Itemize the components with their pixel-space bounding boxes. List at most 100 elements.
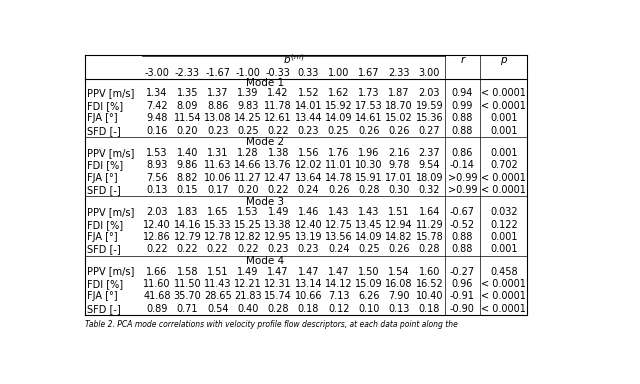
Text: 1.76: 1.76 <box>328 148 349 158</box>
Text: 11.43: 11.43 <box>204 279 232 289</box>
Text: 14.78: 14.78 <box>325 173 353 183</box>
Text: 12.82: 12.82 <box>234 232 262 242</box>
Text: 0.22: 0.22 <box>237 245 259 255</box>
Text: 0.001: 0.001 <box>490 113 518 123</box>
Text: < 0.0001: < 0.0001 <box>481 185 526 195</box>
Text: 2.37: 2.37 <box>419 148 440 158</box>
Text: 14.66: 14.66 <box>234 160 262 170</box>
Text: -0.33: -0.33 <box>266 68 291 78</box>
Text: 2.03: 2.03 <box>419 88 440 98</box>
Text: r: r <box>460 55 465 65</box>
Text: 12.94: 12.94 <box>385 220 413 230</box>
Text: 12.79: 12.79 <box>173 232 201 242</box>
Text: 0.24: 0.24 <box>298 185 319 195</box>
Text: 9.54: 9.54 <box>419 160 440 170</box>
Text: 0.88: 0.88 <box>452 113 473 123</box>
Text: -3.00: -3.00 <box>145 68 170 78</box>
Text: 10.40: 10.40 <box>416 291 443 301</box>
Text: 0.25: 0.25 <box>328 126 349 136</box>
Text: 8.93: 8.93 <box>147 160 168 170</box>
Text: 11.50: 11.50 <box>173 279 201 289</box>
Text: 7.56: 7.56 <box>147 173 168 183</box>
Text: 14.16: 14.16 <box>173 220 201 230</box>
Text: 10.06: 10.06 <box>204 173 232 183</box>
Text: 1.54: 1.54 <box>388 266 410 276</box>
Text: 1.62: 1.62 <box>328 88 349 98</box>
Text: -0.91: -0.91 <box>450 291 475 301</box>
Text: 10.30: 10.30 <box>355 160 383 170</box>
Text: 0.28: 0.28 <box>358 185 380 195</box>
Text: 0.001: 0.001 <box>490 245 518 255</box>
Text: 1.53: 1.53 <box>237 207 259 217</box>
Text: 15.33: 15.33 <box>204 220 232 230</box>
Text: -0.27: -0.27 <box>450 266 475 276</box>
Text: 6.26: 6.26 <box>358 291 380 301</box>
Text: 0.16: 0.16 <box>147 126 168 136</box>
Text: 2.33: 2.33 <box>388 68 410 78</box>
Text: 13.64: 13.64 <box>294 173 322 183</box>
Text: -2.33: -2.33 <box>175 68 200 78</box>
Text: 1.47: 1.47 <box>298 266 319 276</box>
Text: 14.12: 14.12 <box>325 279 353 289</box>
Text: 11.78: 11.78 <box>264 101 292 111</box>
Text: 14.09: 14.09 <box>355 232 383 242</box>
Text: 1.66: 1.66 <box>147 266 168 276</box>
Text: 7.13: 7.13 <box>328 291 349 301</box>
Text: 1.46: 1.46 <box>298 207 319 217</box>
Text: 1.60: 1.60 <box>419 266 440 276</box>
Text: 1.83: 1.83 <box>177 207 198 217</box>
Text: >0.99: >0.99 <box>447 173 477 183</box>
Text: FDI [%]: FDI [%] <box>88 279 124 289</box>
Text: 15.74: 15.74 <box>264 291 292 301</box>
Text: 0.28: 0.28 <box>419 245 440 255</box>
Text: 0.22: 0.22 <box>268 126 289 136</box>
Text: FJA [°]: FJA [°] <box>88 113 118 123</box>
Text: 8.09: 8.09 <box>177 101 198 111</box>
Text: 11.63: 11.63 <box>204 160 232 170</box>
Text: 13.44: 13.44 <box>294 113 322 123</box>
Text: 15.09: 15.09 <box>355 279 383 289</box>
Text: 11.60: 11.60 <box>143 279 171 289</box>
Text: 0.88: 0.88 <box>452 126 473 136</box>
Text: 0.25: 0.25 <box>358 245 380 255</box>
Text: 0.15: 0.15 <box>177 185 198 195</box>
Text: 0.28: 0.28 <box>268 304 289 314</box>
Text: < 0.0001: < 0.0001 <box>481 304 526 314</box>
Text: 0.001: 0.001 <box>490 232 518 242</box>
Text: 1.47: 1.47 <box>268 266 289 276</box>
Text: 0.122: 0.122 <box>490 220 518 230</box>
Text: 7.90: 7.90 <box>388 291 410 301</box>
Text: 12.40: 12.40 <box>294 220 322 230</box>
Text: 15.92: 15.92 <box>324 101 353 111</box>
Text: 0.32: 0.32 <box>419 185 440 195</box>
Text: 1.43: 1.43 <box>358 207 380 217</box>
Text: 7.42: 7.42 <box>147 101 168 111</box>
Text: p: p <box>500 55 507 65</box>
Text: SFD [-]: SFD [-] <box>88 185 121 195</box>
Text: 0.17: 0.17 <box>207 185 228 195</box>
Text: 12.40: 12.40 <box>143 220 171 230</box>
Text: 14.01: 14.01 <box>294 101 322 111</box>
Text: 0.94: 0.94 <box>452 88 473 98</box>
Text: 0.18: 0.18 <box>298 304 319 314</box>
Text: 1.37: 1.37 <box>207 88 228 98</box>
Text: 0.20: 0.20 <box>237 185 259 195</box>
Text: 1.34: 1.34 <box>147 88 168 98</box>
Text: 0.18: 0.18 <box>419 304 440 314</box>
Text: 0.001: 0.001 <box>490 148 518 158</box>
Text: 18.70: 18.70 <box>385 101 413 111</box>
Text: 15.25: 15.25 <box>234 220 262 230</box>
Text: 0.458: 0.458 <box>490 266 518 276</box>
Text: 17.53: 17.53 <box>355 101 383 111</box>
Text: 0.20: 0.20 <box>177 126 198 136</box>
Text: 15.36: 15.36 <box>415 113 444 123</box>
Text: 15.02: 15.02 <box>385 113 413 123</box>
Text: 1.38: 1.38 <box>268 148 289 158</box>
Text: 1.96: 1.96 <box>358 148 380 158</box>
Text: 21.83: 21.83 <box>234 291 262 301</box>
Text: 1.35: 1.35 <box>177 88 198 98</box>
Text: 12.95: 12.95 <box>264 232 292 242</box>
Text: 0.22: 0.22 <box>177 245 198 255</box>
Text: PPV [m/s]: PPV [m/s] <box>88 148 135 158</box>
Text: 3.00: 3.00 <box>419 68 440 78</box>
